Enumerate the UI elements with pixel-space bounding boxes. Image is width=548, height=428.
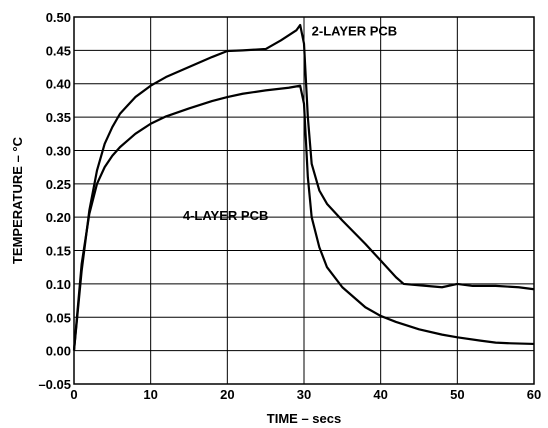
annotations: 2-LAYER PCB 4-LAYER PCB — [183, 24, 397, 223]
x-tick-label: 30 — [297, 387, 311, 402]
x-tick-label: 20 — [220, 387, 234, 402]
y-tick-label: 0.25 — [46, 177, 71, 192]
y-tick-label: 0.05 — [46, 310, 71, 325]
y-tick-label: 0.20 — [46, 210, 71, 225]
x-tick-label: 40 — [373, 387, 387, 402]
series-line-4-layer-pcb — [72, 84, 535, 351]
annotation-label: 2-LAYER PCB — [312, 24, 397, 39]
x-tick-label: 0 — [70, 387, 77, 402]
y-tick-label: 0.45 — [46, 43, 71, 58]
x-tick-label: 60 — [527, 387, 541, 402]
y-tick-label: –0.05 — [38, 377, 71, 392]
plot-frame — [73, 16, 535, 385]
y-tick-label: 0.10 — [46, 277, 71, 292]
grid — [73, 16, 535, 385]
x-tick-label: 50 — [450, 387, 464, 402]
y-tick-label: 0.15 — [46, 244, 71, 259]
x-tick-labels: 0 10 20 30 40 50 60 — [70, 387, 541, 402]
y-tick-labels: –0.05 0.00 0.05 0.10 0.15 0.20 0.25 0.30 0.35 0.4… — [38, 10, 71, 392]
y-tick-label: 0.35 — [46, 110, 71, 125]
y-axis-title: TEMPERATURE – °C — [10, 136, 25, 264]
x-tick-label: 10 — [143, 387, 157, 402]
y-tick-label: 0.30 — [46, 143, 71, 158]
series-layer — [72, 23, 535, 351]
x-axis-title: TIME – secs — [267, 411, 341, 426]
y-tick-label: 0.00 — [46, 344, 71, 359]
y-tick-label: 0.50 — [46, 10, 71, 25]
annotation-label: 4-LAYER PCB — [183, 208, 268, 223]
y-tick-label: 0.40 — [46, 77, 71, 92]
series-line-2-layer-pcb — [72, 23, 535, 351]
